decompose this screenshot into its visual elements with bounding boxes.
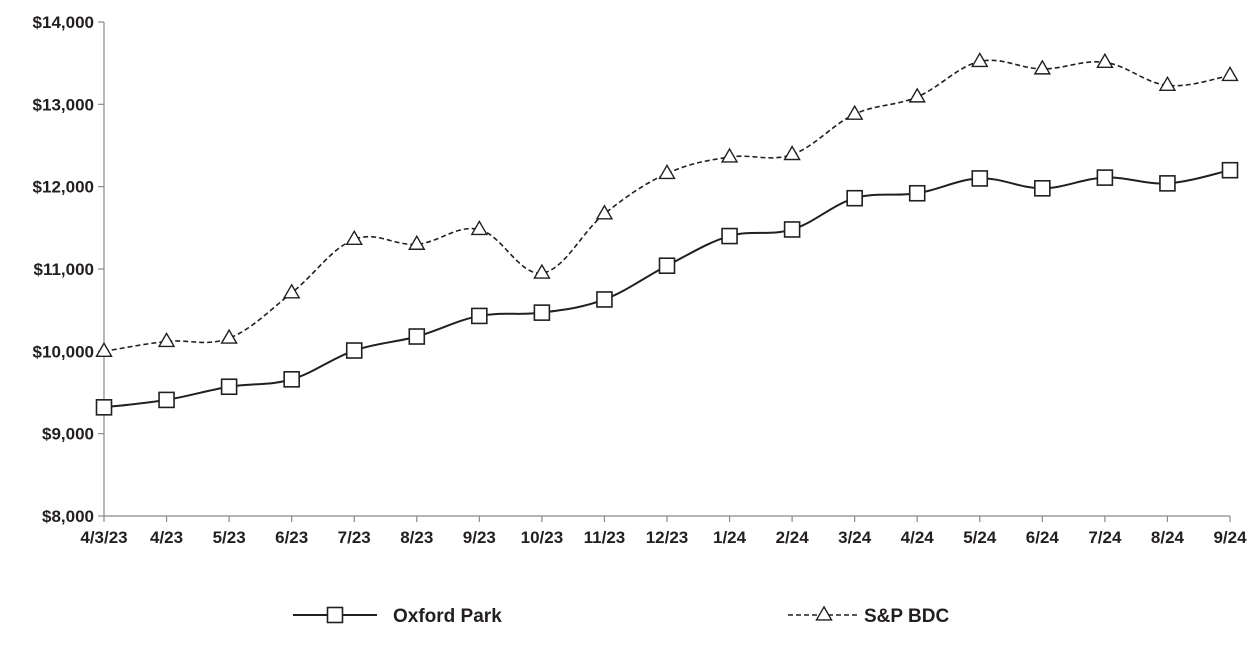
- data-point-sp-bdc: [971, 52, 989, 68]
- data-point-oxford-park: [345, 342, 363, 359]
- data-point-oxford-park: [1159, 175, 1176, 192]
- y-axis-ticks: $8,000 $9,000 $10,000 $11,000 $12,000 $13,000…: [33, 13, 104, 526]
- y-tick-label: $13,000: [33, 95, 94, 114]
- x-tick-label: 10/23: [521, 528, 564, 547]
- x-tick-label: 1/24: [713, 528, 747, 547]
- legend-item-sp-bdc: S&P BDC: [788, 605, 949, 627]
- y-tick-label: $12,000: [33, 178, 94, 197]
- data-point-sp-bdc: [720, 147, 739, 163]
- x-tick-label: 5/24: [963, 528, 997, 547]
- data-point-oxford-park: [158, 391, 175, 409]
- data-point-sp-bdc: [595, 204, 614, 220]
- legend-item-oxford-park: Oxford Park: [293, 606, 502, 627]
- data-point-sp-bdc: [1096, 52, 1114, 68]
- x-tick-label: 6/24: [1026, 528, 1060, 547]
- series-oxford-park: [95, 161, 1239, 416]
- x-tick-label: 4/24: [901, 528, 935, 547]
- legend-marker-sp-bdc: [815, 605, 833, 621]
- x-tick-label: 9/23: [463, 528, 496, 547]
- data-point-sp-bdc: [408, 234, 426, 250]
- x-tick-label: 12/23: [646, 528, 689, 547]
- x-tick-label: 11/23: [584, 528, 626, 547]
- y-tick-label: $8,000: [42, 507, 94, 526]
- data-point-sp-bdc: [908, 87, 926, 103]
- legend-label-sp-bdc: S&P BDC: [864, 606, 949, 627]
- x-tick-label: 6/23: [275, 528, 308, 547]
- x-tick-label: 7/24: [1088, 528, 1122, 547]
- x-tick-label: 3/24: [838, 528, 872, 547]
- data-point-sp-bdc: [345, 229, 363, 246]
- legend-label-oxford-park: Oxford Park: [393, 606, 502, 627]
- x-tick-label: 4/3/23: [80, 528, 127, 547]
- data-point-sp-bdc: [1221, 66, 1239, 82]
- y-tick-label: $10,000: [33, 342, 94, 361]
- data-point-oxford-park: [471, 307, 488, 325]
- data-point-oxford-park: [783, 221, 801, 238]
- data-point-oxford-park: [908, 184, 926, 202]
- data-point-oxford-park: [1221, 161, 1239, 179]
- data-point-oxford-park: [1096, 169, 1114, 186]
- data-point-sp-bdc: [1158, 75, 1177, 92]
- data-point-sp-bdc: [658, 164, 676, 180]
- y-tick-label: $14,000: [33, 13, 94, 32]
- series-line-oxford-park: [103, 169, 1231, 409]
- data-point-oxford-park: [721, 227, 738, 245]
- data-point-oxford-park: [596, 291, 613, 308]
- data-point-sp-bdc: [845, 104, 864, 120]
- y-tick-label: $11,000: [33, 260, 94, 279]
- y-tick-label: $9,000: [42, 425, 94, 444]
- legend-marker-oxford-park: [326, 606, 344, 624]
- data-point-sp-bdc: [533, 263, 551, 279]
- x-tick-label: 7/23: [338, 528, 371, 547]
- data-point-oxford-park: [283, 371, 300, 388]
- series-line-sp-bdc: [103, 59, 1231, 353]
- data-point-oxford-park: [658, 257, 676, 275]
- legend: Oxford Park S&P BDC: [293, 605, 949, 627]
- data-point-sp-bdc: [220, 328, 238, 344]
- data-point-sp-bdc: [157, 331, 176, 348]
- x-tick-label: 5/23: [213, 528, 246, 547]
- data-point-sp-bdc: [282, 283, 301, 299]
- data-point-sp-bdc: [1033, 59, 1052, 75]
- data-point-oxford-park: [95, 399, 113, 416]
- x-tick-label: 2/24: [776, 528, 810, 547]
- x-tick-label: 8/24: [1151, 528, 1185, 547]
- series-lines: [95, 52, 1239, 416]
- x-tick-label: 9/24: [1213, 528, 1247, 547]
- data-point-sp-bdc: [95, 341, 113, 357]
- data-point-oxford-park: [408, 328, 426, 345]
- data-point-oxford-park: [971, 170, 989, 187]
- data-point-sp-bdc: [470, 220, 489, 236]
- data-point-oxford-park: [220, 378, 238, 396]
- x-axis-ticks: 4/3/23 4/23 5/23 6/23 7/23 8/23 9/23 10/23 11/23…: [80, 516, 1247, 547]
- data-point-sp-bdc: [783, 145, 801, 161]
- data-point-oxford-park: [846, 189, 863, 207]
- data-point-oxford-park: [533, 304, 551, 321]
- x-tick-label: 8/23: [400, 528, 433, 547]
- series-sp-bdc: [95, 52, 1239, 357]
- data-point-oxford-park: [1034, 180, 1051, 197]
- x-tick-label: 4/23: [150, 528, 183, 547]
